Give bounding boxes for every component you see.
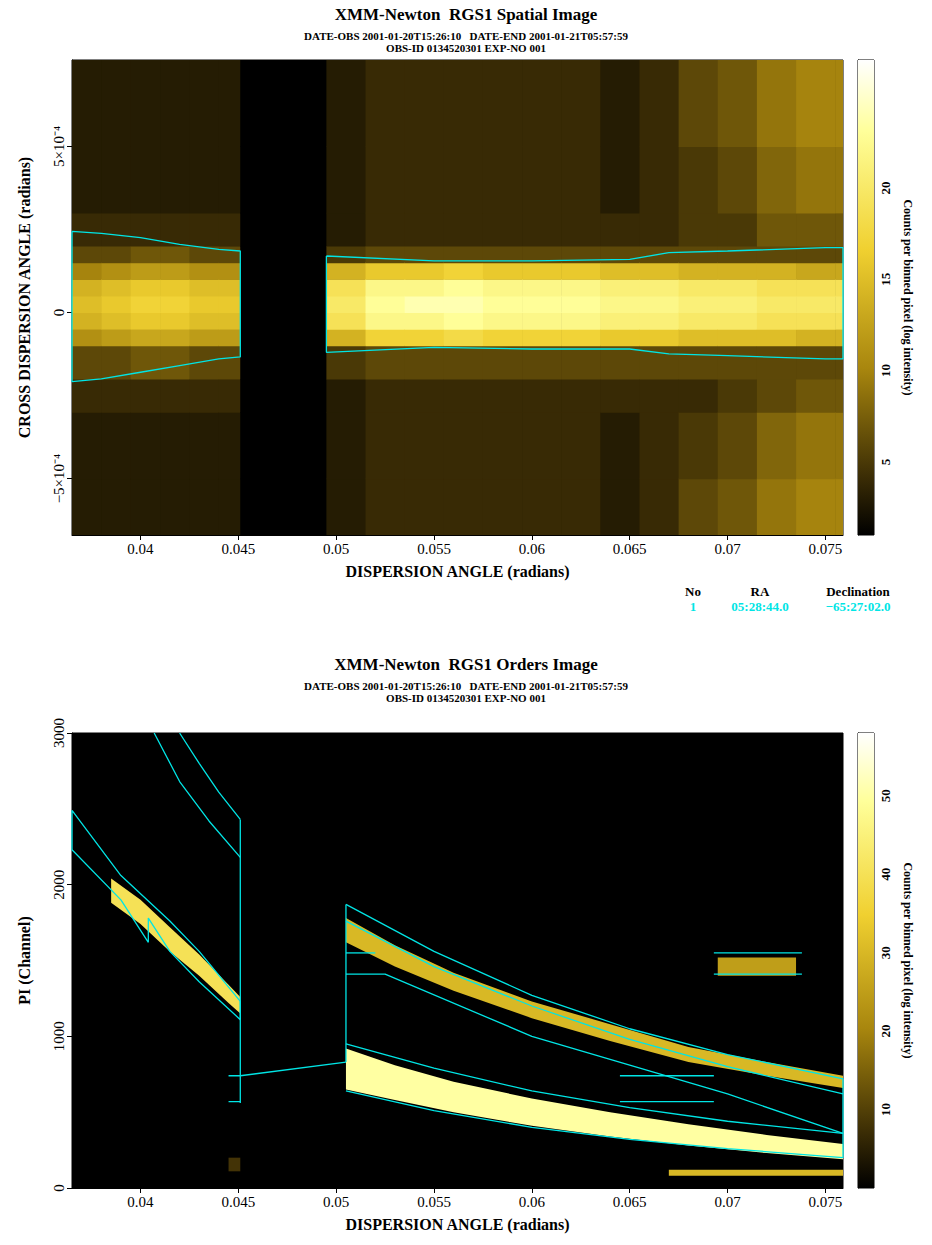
svg-text:0.055: 0.055 <box>417 541 451 557</box>
svg-text:3000: 3000 <box>51 718 67 748</box>
svg-text:Counts per binned pixel (log i: Counts per binned pixel (log intensity) <box>901 199 915 395</box>
svg-text:−5×10⁻⁴: −5×10⁻⁴ <box>51 454 67 504</box>
svg-text:−65:27:02.0: −65:27:02.0 <box>826 599 891 614</box>
svg-text:0.07: 0.07 <box>714 541 741 557</box>
svg-text:No: No <box>685 584 701 599</box>
svg-text:0.04: 0.04 <box>127 541 154 557</box>
svg-text:05:28:44.0: 05:28:44.0 <box>731 599 788 614</box>
svg-text:5×10⁻⁴: 5×10⁻⁴ <box>51 126 67 167</box>
svg-text:XMM-Newton RGS1 Spatial Image: XMM-Newton RGS1 Spatial Image <box>335 5 598 24</box>
svg-text:DISPERSION ANGLE (radians): DISPERSION ANGLE (radians) <box>345 563 569 581</box>
svg-text:DISPERSION ANGLE (radians): DISPERSION ANGLE (radians) <box>345 1216 569 1234</box>
svg-text:30: 30 <box>878 946 893 959</box>
svg-text:10: 10 <box>878 1103 893 1116</box>
svg-text:0.045: 0.045 <box>221 541 255 557</box>
svg-text:PI (Channel): PI (Channel) <box>16 916 34 1004</box>
svg-text:OBS-ID 0134520301 EXP-NO 001: OBS-ID 0134520301 EXP-NO 001 <box>386 42 546 54</box>
svg-text:0.065: 0.065 <box>613 541 647 557</box>
svg-text:0.045: 0.045 <box>221 1194 255 1210</box>
svg-text:40: 40 <box>878 868 893 881</box>
svg-text:0.075: 0.075 <box>809 541 843 557</box>
svg-text:20: 20 <box>878 1025 893 1038</box>
svg-text:0.055: 0.055 <box>417 1194 451 1210</box>
svg-text:RA: RA <box>751 584 770 599</box>
svg-text:5: 5 <box>878 458 893 465</box>
svg-text:CROSS DISPERSION ANGLE (radian: CROSS DISPERSION ANGLE (radians) <box>16 157 34 438</box>
svg-text:1000: 1000 <box>51 1021 67 1051</box>
svg-text:DATE-OBS 2001-01-20T15:26:10: DATE-OBS 2001-01-20T15:26:10 DATE-END 20… <box>304 30 628 42</box>
svg-text:0.065: 0.065 <box>613 1194 647 1210</box>
svg-text:0.06: 0.06 <box>519 541 546 557</box>
svg-text:0.07: 0.07 <box>714 1194 741 1210</box>
svg-text:0: 0 <box>51 309 67 317</box>
svg-text:DATE-OBS 2001-01-20T15:26:10: DATE-OBS 2001-01-20T15:26:10 DATE-END 20… <box>304 680 628 692</box>
svg-text:50: 50 <box>878 789 893 802</box>
svg-text:0: 0 <box>51 1184 67 1192</box>
svg-text:Counts per binned pixel (log i: Counts per binned pixel (log intensity) <box>901 862 915 1058</box>
svg-text:2000: 2000 <box>51 870 67 900</box>
svg-text:0.04: 0.04 <box>127 1194 154 1210</box>
svg-text:15: 15 <box>878 272 893 286</box>
svg-text:0.075: 0.075 <box>809 1194 843 1210</box>
svg-text:0.06: 0.06 <box>519 1194 546 1210</box>
svg-text:0.05: 0.05 <box>323 1194 349 1210</box>
svg-text:1: 1 <box>690 599 697 614</box>
svg-text:Declination: Declination <box>826 584 890 599</box>
svg-text:20: 20 <box>878 181 893 194</box>
svg-text:XMM-Newton RGS1 Orders Image: XMM-Newton RGS1 Orders Image <box>334 655 598 674</box>
svg-text:10: 10 <box>878 364 893 377</box>
svg-text:OBS-ID 0134520301 EXP-NO 001: OBS-ID 0134520301 EXP-NO 001 <box>386 692 546 704</box>
svg-text:0.05: 0.05 <box>323 541 349 557</box>
